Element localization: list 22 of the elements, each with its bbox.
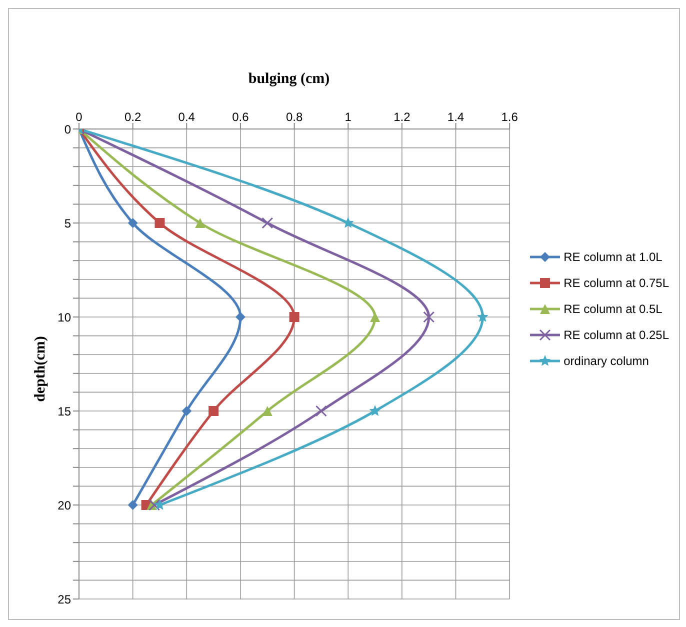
x-tick-label: 1.2 [394, 110, 411, 124]
legend-label: ordinary column [564, 354, 649, 368]
legend-label: RE column at 0.5L [564, 302, 662, 316]
x-tick-label: 0.8 [286, 110, 303, 124]
x-tick-label: 1.4 [447, 110, 464, 124]
x-tick-label: 0.4 [178, 110, 196, 124]
y-axis-title: depth(cm) [32, 336, 50, 402]
y-tick-label: 15 [58, 404, 72, 418]
x-tick-label: 0.2 [124, 110, 142, 124]
x-tick-label: 0.6 [232, 110, 250, 124]
y-tick-label: 5 [64, 216, 72, 230]
legend-label: RE column at 1.0L [564, 250, 662, 264]
legend-label: RE column at 0.25L [564, 328, 669, 342]
x-tick-label: 1.6 [501, 110, 518, 124]
y-tick-label: 20 [58, 498, 72, 512]
y-tick-label: 0 [64, 122, 72, 136]
legend-label: RE column at 0.75L [564, 276, 669, 290]
x-tick-label: 1 [344, 110, 352, 124]
y-tick-label: 25 [58, 592, 72, 606]
x-tick-label: 0 [76, 110, 83, 124]
y-tick-label: 10 [58, 310, 72, 324]
x-axis-title: bulging (cm) [247, 71, 331, 88]
